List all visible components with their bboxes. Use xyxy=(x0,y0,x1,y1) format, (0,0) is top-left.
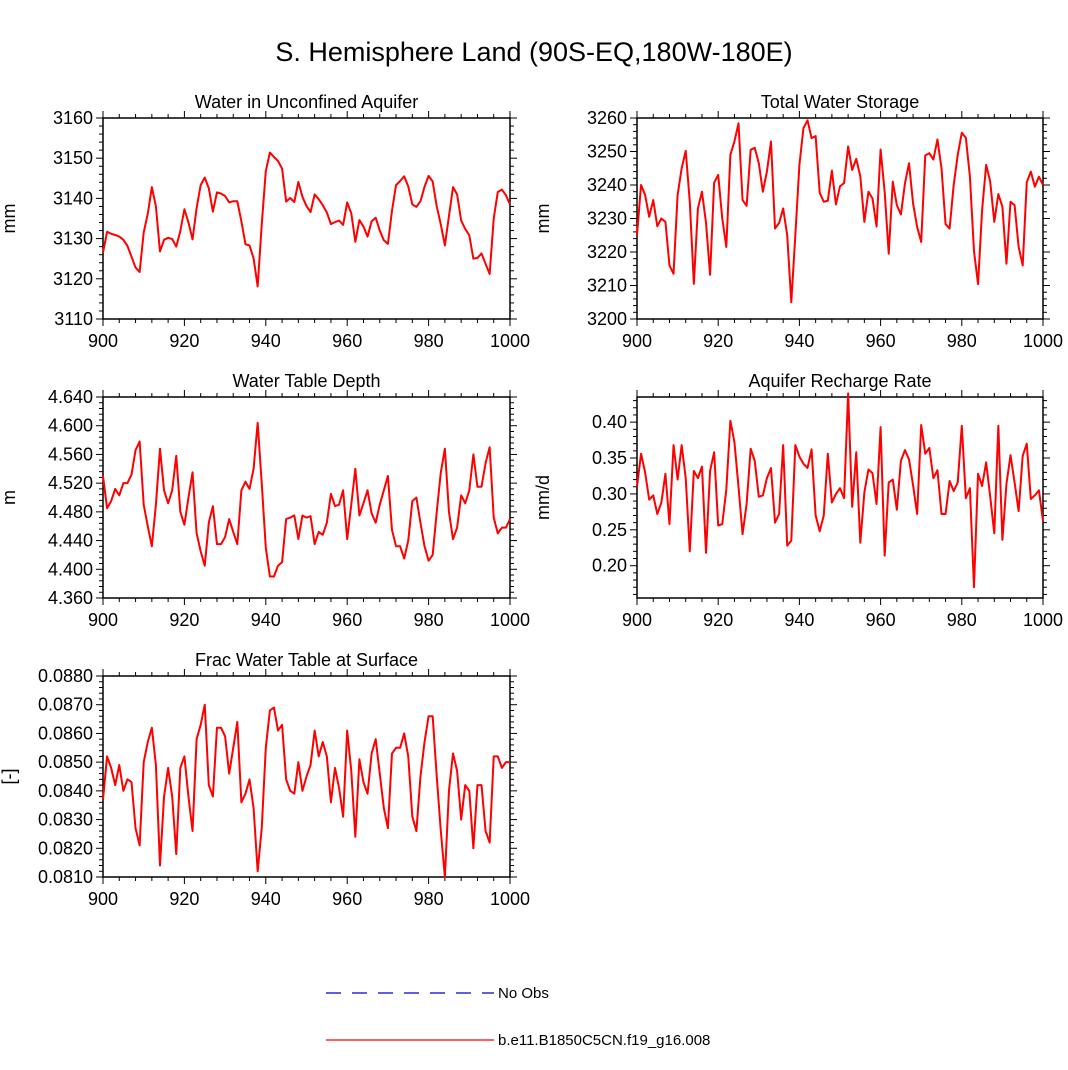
y-tick-label: 0.0810 xyxy=(38,867,93,887)
y-tick-label: 3160 xyxy=(53,108,93,128)
x-tick-label: 940 xyxy=(251,889,281,909)
y-tick-label: 4.480 xyxy=(48,502,93,522)
x-tick-label: 900 xyxy=(622,610,652,630)
x-tick-label: 1000 xyxy=(490,331,530,351)
x-tick-label: 940 xyxy=(251,331,281,351)
x-tick-label: 900 xyxy=(622,331,652,351)
plot-title: Water in Unconfined Aquifer xyxy=(195,92,418,112)
plot-title: Frac Water Table at Surface xyxy=(195,650,418,670)
x-tick-label: 1000 xyxy=(490,889,530,909)
x-tick-label: 1000 xyxy=(490,610,530,630)
x-tick-label: 900 xyxy=(88,331,118,351)
y-axis-label: [-] xyxy=(0,769,19,785)
plot-title: Water Table Depth xyxy=(232,371,380,391)
y-axis-label: m xyxy=(0,490,19,505)
y-tick-label: 3130 xyxy=(53,229,93,249)
y-tick-label: 0.35 xyxy=(592,448,627,468)
x-tick-label: 960 xyxy=(332,610,362,630)
plot-water-table-depth: Water Table Depth 900 920 940 960 980 1000 4.36… xyxy=(0,371,530,630)
plot-frame xyxy=(102,117,511,320)
y-tick-label: 3200 xyxy=(587,309,627,329)
y-tick-label: 4.640 xyxy=(48,387,93,407)
x-tick-label: 980 xyxy=(414,610,444,630)
y-tick-label: 0.30 xyxy=(592,484,627,504)
x-tick-label: 980 xyxy=(414,331,444,351)
x-tick-label: 980 xyxy=(947,610,977,630)
x-tick-label: 920 xyxy=(703,610,733,630)
y-axis-label: mm xyxy=(0,204,19,234)
x-tick-label: 960 xyxy=(332,889,362,909)
legend-label-no-obs: No Obs xyxy=(498,985,549,1002)
y-tick-label: 3140 xyxy=(53,188,93,208)
x-tick-label: 1000 xyxy=(1023,610,1063,630)
x-tick-label: 1000 xyxy=(1023,331,1063,351)
series-line xyxy=(102,421,511,578)
y-tick-label: 0.40 xyxy=(592,412,627,432)
y-tick-label: 0.0820 xyxy=(38,838,93,858)
series-line xyxy=(636,119,1044,304)
x-tick-label: 920 xyxy=(169,610,199,630)
plot-title: Total Water Storage xyxy=(761,92,919,112)
plot-frame xyxy=(636,396,1044,599)
series-line xyxy=(636,392,1044,589)
x-tick-label: 900 xyxy=(88,889,118,909)
series-line xyxy=(102,151,511,288)
x-tick-label: 940 xyxy=(784,331,814,351)
y-tick-label: 3210 xyxy=(587,276,627,296)
y-tick-label: 0.25 xyxy=(592,520,627,540)
y-tick-label: 0.0840 xyxy=(38,781,93,801)
x-tick-label: 920 xyxy=(703,331,733,351)
plot-frame xyxy=(102,675,511,878)
y-tick-label: 3260 xyxy=(587,108,627,128)
y-tick-label: 4.440 xyxy=(48,531,93,551)
x-tick-label: 960 xyxy=(866,610,896,630)
x-tick-label: 920 xyxy=(169,889,199,909)
y-tick-label: 0.0870 xyxy=(38,695,93,715)
y-tick-label: 3150 xyxy=(53,148,93,168)
y-tick-label: 0.0830 xyxy=(38,810,93,830)
y-tick-label: 4.520 xyxy=(48,473,93,493)
series-line xyxy=(102,703,510,878)
y-tick-label: 3110 xyxy=(54,309,93,329)
x-tick-label: 940 xyxy=(784,610,814,630)
y-axis-label: mm xyxy=(533,204,553,234)
x-tick-label: 980 xyxy=(414,889,444,909)
y-tick-label: 4.360 xyxy=(48,588,93,608)
plot-aquifer-recharge-rate: Aquifer Recharge Rate 900 920 940 960 980 1000… xyxy=(533,371,1063,630)
y-tick-label: 4.560 xyxy=(48,444,93,464)
y-tick-label: 0.20 xyxy=(592,556,627,576)
plot-total-water-storage: Total Water Storage 900 920 940 960 980 1000 32… xyxy=(533,92,1063,351)
plot-frame xyxy=(102,396,511,599)
plot-water-in-unconfined-aquifer: Water in Unconfined Aquifer 900 920 940 960 9… xyxy=(0,92,530,351)
x-tick-label: 940 xyxy=(251,610,281,630)
x-tick-label: 920 xyxy=(169,331,199,351)
page-title: S. Hemisphere Land (90S-EQ,180W-180E) xyxy=(275,37,792,67)
legend: No Obs b.e11.B1850C5CN.f19_g16.008 xyxy=(326,985,710,1049)
y-tick-label: 3230 xyxy=(587,209,627,229)
y-tick-label: 3250 xyxy=(587,142,627,162)
legend-label-model: b.e11.B1850C5CN.f19_g16.008 xyxy=(498,1032,710,1049)
y-tick-label: 3240 xyxy=(587,175,627,195)
x-tick-label: 960 xyxy=(866,331,896,351)
y-tick-label: 0.0880 xyxy=(38,666,93,686)
x-tick-label: 900 xyxy=(88,610,118,630)
y-axis-label: mm/d xyxy=(533,475,553,520)
x-tick-label: 980 xyxy=(947,331,977,351)
y-tick-label: 3220 xyxy=(587,242,627,262)
y-tick-label: 0.0850 xyxy=(38,752,93,772)
plot-title: Aquifer Recharge Rate xyxy=(748,371,931,391)
x-tick-label: 960 xyxy=(332,331,362,351)
y-tick-label: 3120 xyxy=(53,269,93,289)
y-tick-label: 0.0860 xyxy=(38,723,93,743)
y-tick-label: 4.400 xyxy=(48,559,93,579)
plot-frac-water-table-at-surface: Frac Water Table at Surface 900 920 940 960 9… xyxy=(0,650,530,909)
y-tick-label: 4.600 xyxy=(48,416,93,436)
